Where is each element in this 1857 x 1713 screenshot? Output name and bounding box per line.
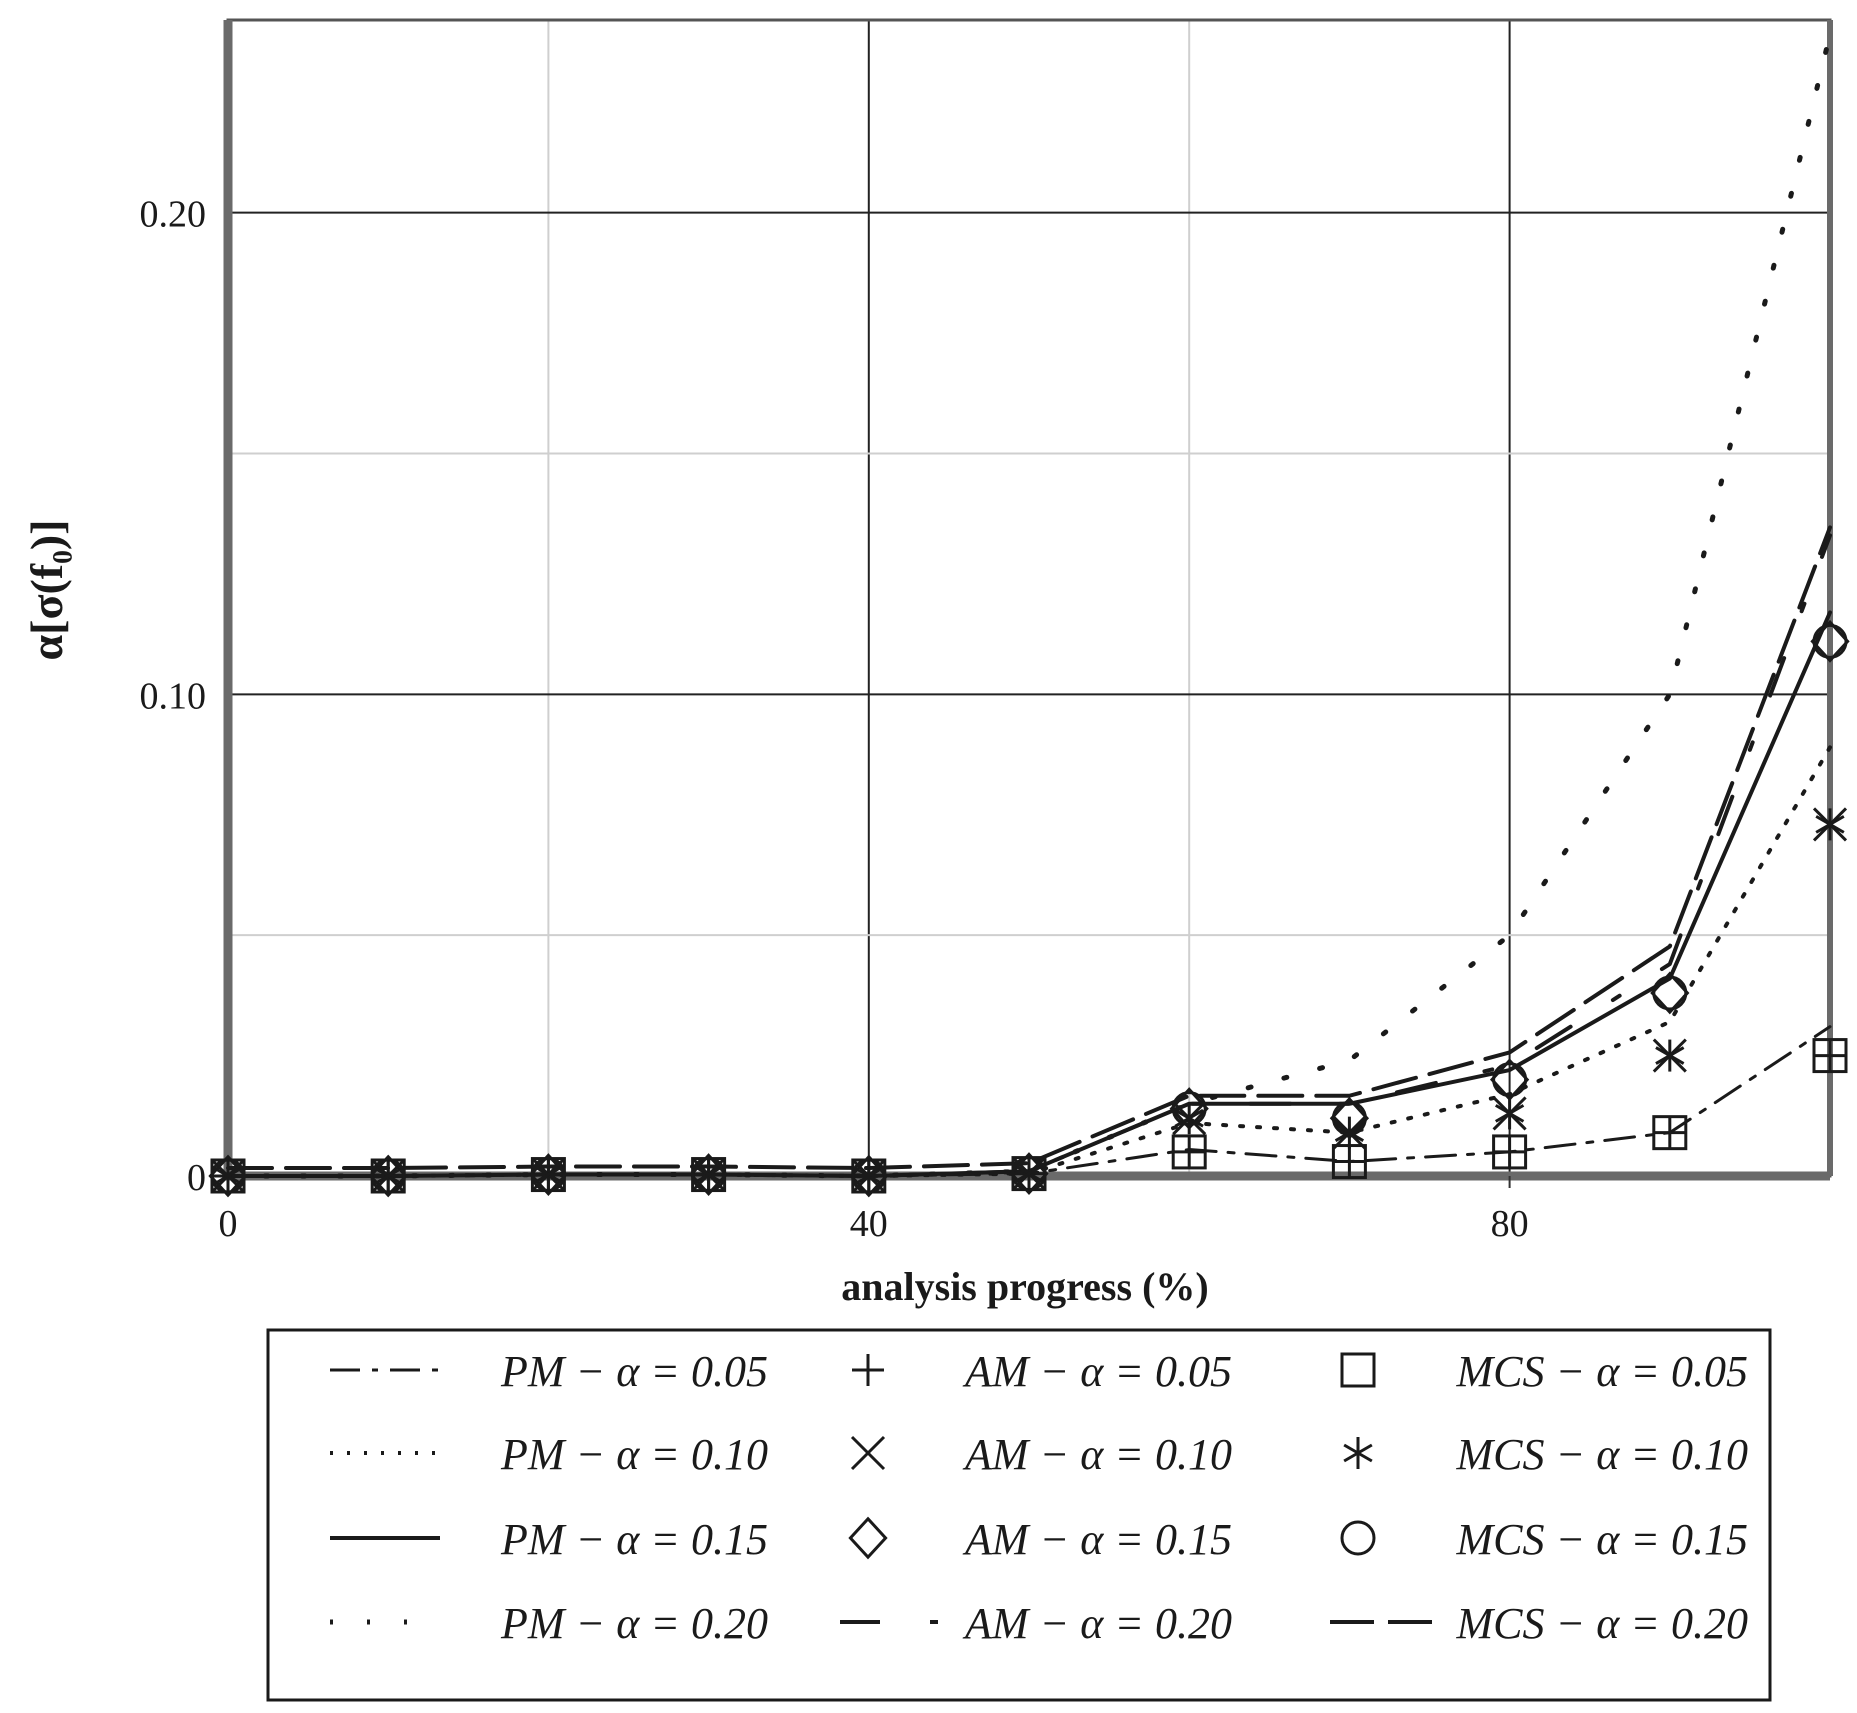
data-point-star	[1014, 1157, 1044, 1190]
data-point-square	[1812, 1038, 1848, 1074]
data-point-circle	[691, 1157, 727, 1193]
data-point-circle	[1652, 975, 1688, 1011]
series-line	[226, 745, 1832, 1178]
data-point-star	[693, 1158, 724, 1191]
data-point-circle	[210, 1158, 246, 1194]
data-point-circle	[1011, 1156, 1047, 1192]
y-axis-label: α[σ(f₀)]	[21, 519, 72, 660]
legend-item: AM − α = 0.15	[848, 1515, 1232, 1564]
legend-label: AM − α = 0.05	[962, 1347, 1232, 1396]
legend-label: PM − α = 0.15	[500, 1515, 768, 1564]
data-point-diamond	[1810, 619, 1850, 663]
y-tick-labels: 0 0.10 0.20	[140, 194, 207, 1199]
data-point-square	[1492, 1134, 1528, 1170]
x-tick-label: 0	[219, 1203, 238, 1245]
x-axis-label: analysis progress (%)	[841, 1264, 1208, 1309]
legend-item: PM − α = 0.05	[330, 1347, 768, 1396]
data-point-plus	[1333, 1145, 1366, 1178]
legend-marker-square	[1340, 1352, 1376, 1388]
legend-label: PM − α = 0.10	[500, 1430, 768, 1479]
data-point-circle	[851, 1158, 887, 1194]
data-point-star	[1494, 1097, 1525, 1130]
data-point-circle	[1812, 623, 1848, 659]
legend-marker-plus	[852, 1354, 884, 1386]
data-point-star	[1174, 1102, 1204, 1135]
data-point-circle	[370, 1158, 406, 1194]
data-point-circle	[1331, 1100, 1367, 1136]
y-tick-label: 0	[187, 1157, 206, 1199]
legend-box	[266, 1328, 1772, 1702]
legend-marker-x	[850, 1435, 886, 1471]
data-point-circle	[1171, 1091, 1207, 1127]
data-point-plus	[1173, 1135, 1206, 1168]
series-lines	[225, 31, 1833, 1179]
legend-label: MCS − α = 0.15	[1456, 1515, 1748, 1564]
legend-item: MCS − α = 0.10	[1343, 1430, 1748, 1479]
legend-label: MCS − α = 0.05	[1456, 1347, 1748, 1396]
legend-item: AM − α = 0.05	[852, 1347, 1232, 1396]
x-tick-labels: 0 40 80	[219, 1176, 1529, 1245]
data-point-star	[854, 1160, 884, 1192]
legend-label: MCS − α = 0.10	[1456, 1430, 1748, 1479]
axes	[223, 18, 1833, 1181]
data-point-star	[1815, 808, 1845, 841]
data-point-diamond	[1650, 971, 1690, 1015]
legend-label: MCS − α = 0.20	[1456, 1599, 1748, 1648]
legend-item: PM − α = 0.10	[330, 1430, 768, 1479]
series-line	[226, 533, 1832, 1178]
series-line	[225, 31, 1833, 1179]
data-point-star	[1655, 1039, 1685, 1072]
series-line	[226, 610, 1832, 1178]
data-point-square	[1652, 1115, 1688, 1151]
series-markers	[208, 619, 1850, 1198]
legend-label: PM − α = 0.20	[500, 1599, 768, 1648]
legend-label: PM − α = 0.05	[500, 1347, 768, 1396]
y-tick-label: 0.20	[140, 194, 207, 236]
legend-item: MCS − α = 0.15	[1340, 1515, 1748, 1564]
legend-item: AM − α = 0.20	[840, 1599, 1232, 1648]
data-point-star	[373, 1160, 403, 1192]
legend-item: AM − α = 0.10	[850, 1430, 1232, 1479]
x-tick-label: 80	[1491, 1203, 1529, 1245]
legend-marker-circle	[1340, 1520, 1376, 1556]
data-point-star	[213, 1160, 243, 1192]
legend-item: MCS − α = 0.20	[1330, 1599, 1748, 1648]
legend-item: MCS − α = 0.05	[1340, 1347, 1748, 1396]
legend-label: AM − α = 0.15	[962, 1515, 1232, 1564]
plot-frame	[226, 18, 1832, 1178]
data-point-square	[1171, 1134, 1207, 1170]
data-point-star	[1334, 1116, 1365, 1149]
legend-label: AM − α = 0.20	[962, 1599, 1232, 1648]
data-point-plus	[1814, 1039, 1846, 1072]
data-point-plus	[1653, 1116, 1686, 1149]
data-point-circle	[530, 1157, 566, 1193]
legend-marker-diamond	[848, 1516, 888, 1560]
y-tick-label: 0.10	[140, 675, 207, 717]
legend-marker-star	[1343, 1437, 1373, 1469]
x-tick-label: 40	[850, 1203, 888, 1245]
legend-item: PM − α = 0.15	[330, 1515, 768, 1564]
data-point-star	[533, 1158, 564, 1191]
legend: PM − α = 0.05 PM − α = 0.10 PM − α = 0.15 P…	[266, 1328, 1772, 1702]
series-line	[226, 525, 1832, 1170]
data-point-plus	[1493, 1135, 1526, 1168]
data-point-circle	[1492, 1062, 1528, 1098]
grid	[228, 20, 1831, 1176]
legend-item: PM − α = 0.20	[330, 1599, 768, 1648]
legend-label: AM − α = 0.10	[962, 1430, 1232, 1479]
